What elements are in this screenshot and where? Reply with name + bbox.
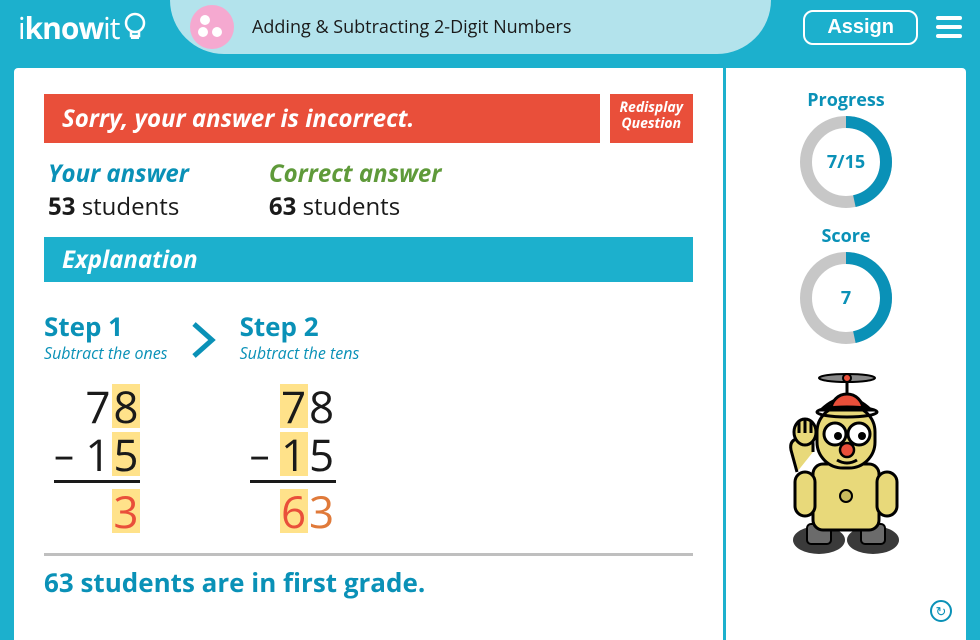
lesson-title-pill: Adding & Subtracting 2-Digit Numbers	[170, 0, 771, 54]
lightbulb-icon	[121, 10, 149, 44]
answers-row: Your answer 53 students Correct answer 6…	[44, 157, 693, 223]
step2-math: 78 –15 63	[250, 382, 336, 535]
progress-value: 7/15	[800, 116, 892, 208]
step-2: Step 2 Subtract the tens 78 –15 63	[240, 308, 360, 535]
step2-subtitle: Subtract the tens	[240, 342, 360, 364]
step1-math: 78 –15 3	[54, 382, 140, 535]
steps-row: Step 1 Subtract the ones 78 –15 3 Step 2…	[44, 308, 693, 535]
logo-bold: know	[25, 7, 104, 48]
conclusion-text: 63 students are in first grade.	[44, 564, 693, 600]
refresh-icon[interactable]: ↻	[930, 600, 952, 622]
logo-prefix: i	[18, 7, 25, 48]
menu-icon[interactable]	[936, 16, 962, 38]
robot-mascot	[761, 360, 931, 560]
your-answer-block: Your answer 53 students	[48, 157, 189, 223]
header: iknowit Adding & Subtracting 2-Digit Num…	[0, 0, 980, 54]
score-label: Score	[726, 224, 966, 248]
logo-suffix: it	[103, 7, 119, 48]
progress-label: Progress	[726, 88, 966, 112]
progress-ring: 7/15	[800, 116, 892, 208]
correct-answer-value: 63 students	[269, 190, 441, 223]
explanation-bar: Explanation	[44, 237, 693, 282]
your-answer-value: 53 students	[48, 190, 189, 223]
score-value: 7	[800, 252, 892, 344]
step1-subtitle: Subtract the ones	[44, 342, 168, 364]
redisplay-question-button[interactable]: Redisplay Question	[610, 94, 694, 143]
feedback-message: Sorry, your answer is incorrect.	[44, 94, 600, 143]
correct-answer-label: Correct answer	[269, 157, 441, 190]
content-container: Sorry, your answer is incorrect. Redispl…	[0, 54, 980, 640]
score-ring: 7	[800, 252, 892, 344]
lesson-title: Adding & Subtracting 2-Digit Numbers	[252, 15, 571, 39]
divider	[44, 553, 693, 556]
redisplay-line2: Question	[620, 116, 684, 132]
step-1: Step 1 Subtract the ones 78 –15 3	[44, 308, 168, 535]
side-panel: Progress 7/15 Score 7	[726, 68, 966, 640]
main-panel: Sorry, your answer is incorrect. Redispl…	[14, 68, 726, 640]
feedback-row: Sorry, your answer is incorrect. Redispl…	[44, 94, 693, 143]
step2-title: Step 2	[240, 308, 360, 344]
chevron-right-icon	[186, 316, 222, 376]
assign-button[interactable]: Assign	[803, 10, 918, 45]
your-answer-label: Your answer	[48, 157, 189, 190]
level-icon	[190, 5, 234, 49]
logo[interactable]: iknowit	[18, 7, 149, 48]
correct-answer-block: Correct answer 63 students	[269, 157, 441, 223]
step1-title: Step 1	[44, 308, 168, 344]
